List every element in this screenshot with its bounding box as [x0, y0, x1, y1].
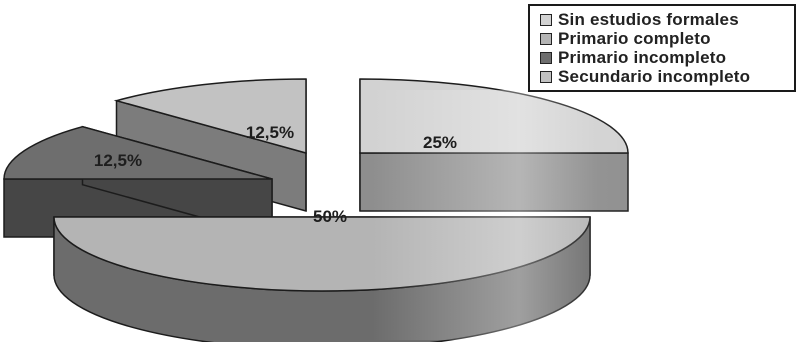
legend-swatch-3 [540, 70, 552, 83]
legend-label-2: Primario incompleto [558, 48, 727, 67]
legend-label-3: Secundario incompleto [558, 67, 751, 86]
pie-value-label-0: 25% [423, 133, 457, 152]
pie-value-label-3: 12,5% [246, 123, 294, 142]
legend-swatch-1 [540, 32, 552, 45]
legend-swatch-2 [540, 51, 552, 64]
pie-value-label-1: 50% [313, 207, 347, 226]
legend-item-1: Primario completo [540, 29, 794, 48]
legend-swatch-0 [540, 13, 552, 26]
legend-item-3: Secundario incompleto [540, 67, 794, 86]
legend-item-2: Primario incompleto [540, 48, 794, 67]
legend-label-1: Primario completo [558, 29, 711, 48]
pie-sheen [20, 90, 660, 340]
chart-legend: Sin estudios formales Primario completo Pr… [528, 4, 796, 92]
legend-label-0: Sin estudios formales [558, 10, 739, 29]
pie-value-label-2: 12,5% [94, 151, 142, 170]
legend-item-0: Sin estudios formales [540, 10, 794, 29]
